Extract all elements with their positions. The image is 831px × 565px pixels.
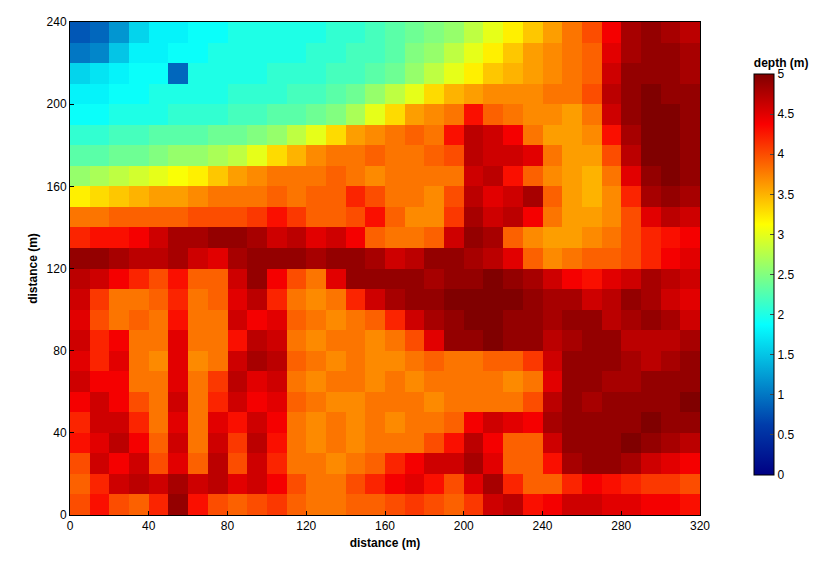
svg-text:3.5: 3.5: [777, 188, 794, 202]
svg-text:1.5: 1.5: [777, 348, 794, 362]
svg-text:160: 160: [47, 180, 67, 194]
svg-text:4: 4: [777, 147, 784, 161]
svg-text:0: 0: [67, 519, 74, 533]
svg-text:80: 80: [53, 344, 67, 358]
svg-text:0: 0: [777, 468, 784, 482]
svg-text:0: 0: [60, 508, 67, 522]
svg-text:320: 320: [690, 519, 710, 533]
svg-text:distance (m): distance (m): [350, 536, 421, 550]
svg-text:distance (m): distance (m): [26, 233, 40, 304]
svg-text:200: 200: [47, 97, 67, 111]
svg-text:120: 120: [47, 262, 67, 276]
svg-text:4.5: 4.5: [777, 107, 794, 121]
svg-text:80: 80: [221, 519, 235, 533]
svg-text:2: 2: [777, 308, 784, 322]
svg-text:160: 160: [375, 519, 395, 533]
svg-text:120: 120: [296, 519, 316, 533]
svg-text:40: 40: [53, 426, 67, 440]
svg-text:0.5: 0.5: [777, 428, 794, 442]
svg-text:200: 200: [454, 519, 474, 533]
svg-text:depth (m): depth (m): [754, 56, 809, 70]
svg-text:240: 240: [47, 15, 67, 29]
svg-text:5: 5: [777, 67, 784, 81]
svg-text:240: 240: [532, 519, 552, 533]
svg-text:280: 280: [611, 519, 631, 533]
svg-text:40: 40: [142, 519, 156, 533]
svg-text:2.5: 2.5: [777, 268, 794, 282]
svg-text:1: 1: [777, 388, 784, 402]
svg-text:3: 3: [777, 228, 784, 242]
